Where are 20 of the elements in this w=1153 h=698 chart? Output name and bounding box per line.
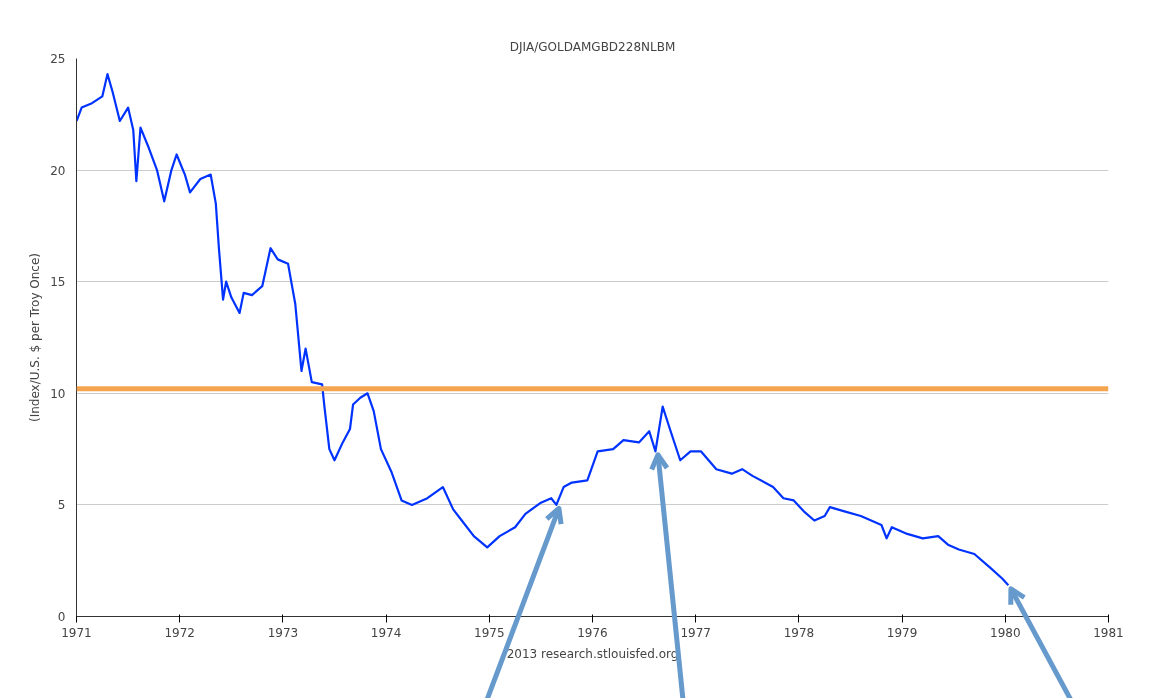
x-tick-label: 1980 xyxy=(990,625,1021,640)
y-tick-label: 10 xyxy=(50,386,66,401)
x-tick-label: 1975 xyxy=(474,625,505,640)
x-tick-label: 1973 xyxy=(267,625,299,640)
y-axis-title: (Index/U.S. $ per Troy Once) xyxy=(28,252,43,422)
x-tick-label: 1972 xyxy=(164,625,195,640)
y-tick-label: 0 xyxy=(57,610,66,624)
y-tick-label: 15 xyxy=(50,275,66,290)
x-tick-label: 1978 xyxy=(783,625,815,640)
y-tick-label: 25 xyxy=(50,52,66,66)
chart-title: DJIA/GOLDAMGBD228NLBM xyxy=(509,39,676,54)
x-tick-label: 1976 xyxy=(577,625,608,640)
x-tick-label: 1974 xyxy=(370,625,402,640)
x-tick-label: 1977 xyxy=(680,625,711,640)
line-series xyxy=(76,73,1010,587)
x-tick-label: 1979 xyxy=(886,625,918,640)
y-tick-label: 20 xyxy=(50,163,66,178)
x-tick-label: 1971 xyxy=(61,625,92,640)
x-tick-label: 1981 xyxy=(1093,625,1124,640)
y-tick-label: 5 xyxy=(57,498,66,513)
